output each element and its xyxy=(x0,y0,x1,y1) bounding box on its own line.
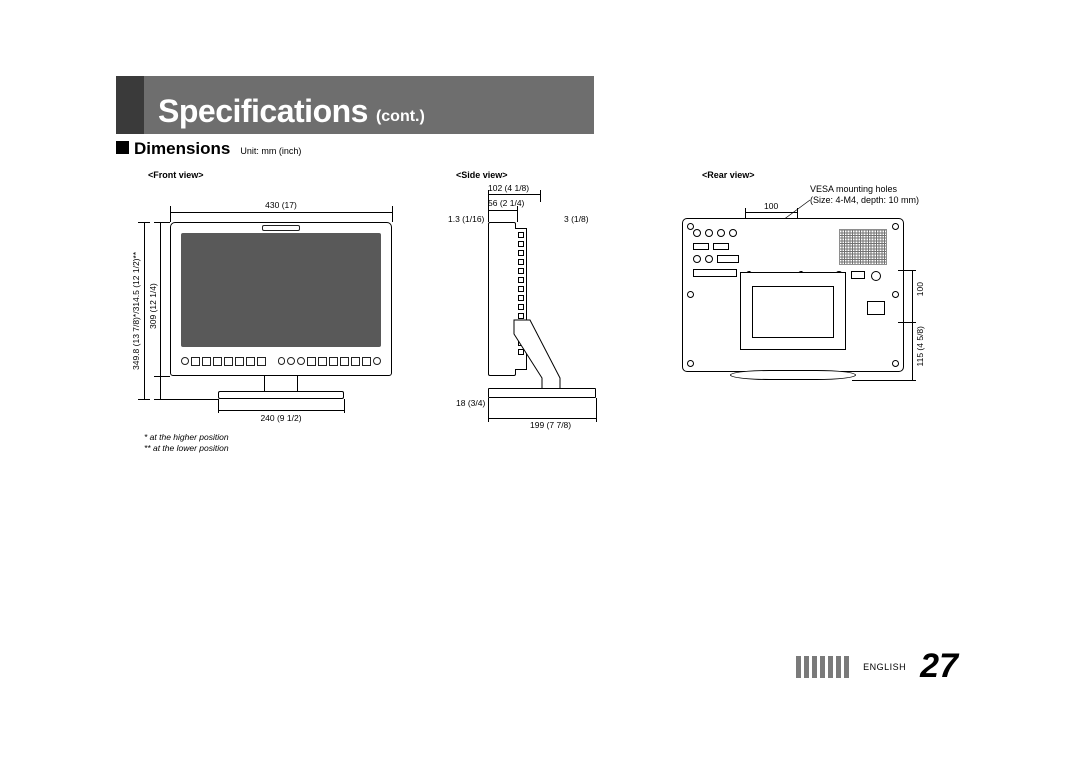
page-title-sub: (cont.) xyxy=(376,108,425,130)
dim-side-199: 199 (7 7/8) xyxy=(530,420,571,430)
dim-front-height-outer: 349.8 (13 7/8)*/314.5 (12 1/2)** xyxy=(131,226,141,396)
header-main: Specifications (cont.) xyxy=(144,76,594,134)
dim-side-1-3: 1.3 (1/16) xyxy=(448,214,484,224)
side-view-diagram: 102 (4 1/8) 56 (2 1/4) 1.3 (1/16) 3 (1/8… xyxy=(448,170,648,430)
dim-line xyxy=(745,212,797,213)
section-row: Dimensions Unit: mm (inch) xyxy=(116,138,301,159)
dim-front-height-inner: 309 (12 1/4) xyxy=(148,256,158,356)
side-base xyxy=(488,388,596,398)
footer-bars-icon xyxy=(796,656,849,678)
vesa-note-2: (Size: 4-M4, depth: 10 mm) xyxy=(810,195,919,205)
speaker-slot-icon xyxy=(262,225,300,231)
dim-line xyxy=(488,194,540,195)
dim-ext xyxy=(540,190,541,202)
dim-ext xyxy=(138,399,150,400)
dim-front-width: 430 (17) xyxy=(170,200,392,210)
dim-line xyxy=(218,410,344,411)
dim-side-56: 56 (2 1/4) xyxy=(488,198,524,208)
footnote-2: ** at the lower position xyxy=(144,443,229,453)
dim-rear-100-side: 100 xyxy=(915,282,925,296)
monitor-screen xyxy=(181,233,381,347)
page-title: Specifications xyxy=(158,93,368,130)
front-view-diagram: 430 (17) 240 (9 1/2) xyxy=(126,182,416,442)
rear-ac-inlet xyxy=(867,301,885,315)
dim-ext xyxy=(392,206,393,222)
dim-line xyxy=(488,210,517,211)
rear-port xyxy=(851,271,865,279)
dim-ext xyxy=(596,398,597,422)
dim-ext xyxy=(517,206,518,222)
rear-port xyxy=(871,271,881,281)
views-container: <Front view> <Side view> <Rear view> 430… xyxy=(126,170,958,510)
dim-line xyxy=(160,222,161,399)
rear-bracket-inner xyxy=(752,286,834,338)
dim-side-18: 18 (3/4) xyxy=(456,398,485,408)
header-accent-block xyxy=(116,76,144,134)
vesa-note-1: VESA mounting holes xyxy=(810,184,897,194)
rear-base xyxy=(730,370,856,380)
dim-line xyxy=(912,322,913,380)
dim-ext xyxy=(218,399,219,413)
header-band: Specifications (cont.) xyxy=(116,76,594,134)
dim-line xyxy=(912,270,913,322)
dim-front-base: 240 (9 1/2) xyxy=(218,413,344,423)
footnote: * at the higher position ** at the lower… xyxy=(144,432,229,454)
monitor-buttons xyxy=(181,353,381,369)
stand-base xyxy=(218,391,344,399)
dim-ext xyxy=(154,399,218,400)
dim-ext xyxy=(344,399,345,413)
rear-view-diagram: VESA mounting holes (Size: 4-M4, depth: … xyxy=(682,170,962,430)
dim-side-3: 3 (1/8) xyxy=(564,214,589,224)
dim-ext xyxy=(898,270,916,271)
dim-ext xyxy=(154,376,170,377)
dim-line xyxy=(488,418,596,419)
front-view-label: <Front view> xyxy=(148,170,204,180)
side-stand-arm xyxy=(508,320,568,394)
footnote-1: * at the higher position xyxy=(144,432,229,442)
dim-ext xyxy=(852,380,916,381)
dim-ext xyxy=(898,322,916,323)
page-footer: ENGLISH 27 xyxy=(796,647,958,686)
page-number: 27 xyxy=(920,647,958,686)
dim-line xyxy=(170,212,392,213)
dim-rear-115: 115 (4 5/8) xyxy=(915,326,925,366)
dim-line xyxy=(144,222,145,399)
section-title: Dimensions xyxy=(134,139,230,159)
dim-ext xyxy=(488,398,489,422)
dim-ext xyxy=(154,222,170,223)
dim-ext xyxy=(138,222,150,223)
square-bullet-icon xyxy=(116,141,129,154)
vent-grille-icon xyxy=(839,229,887,265)
dim-side-102: 102 (4 1/8) xyxy=(488,183,529,193)
dim-rear-100-top: 100 xyxy=(764,201,778,211)
footer-language: ENGLISH xyxy=(863,662,906,672)
page-content: Specifications (cont.) Dimensions Unit: … xyxy=(116,76,958,686)
vesa-note: VESA mounting holes (Size: 4-M4, depth: … xyxy=(810,184,919,207)
monitor-outline xyxy=(170,222,392,376)
unit-note: Unit: mm (inch) xyxy=(240,146,301,156)
